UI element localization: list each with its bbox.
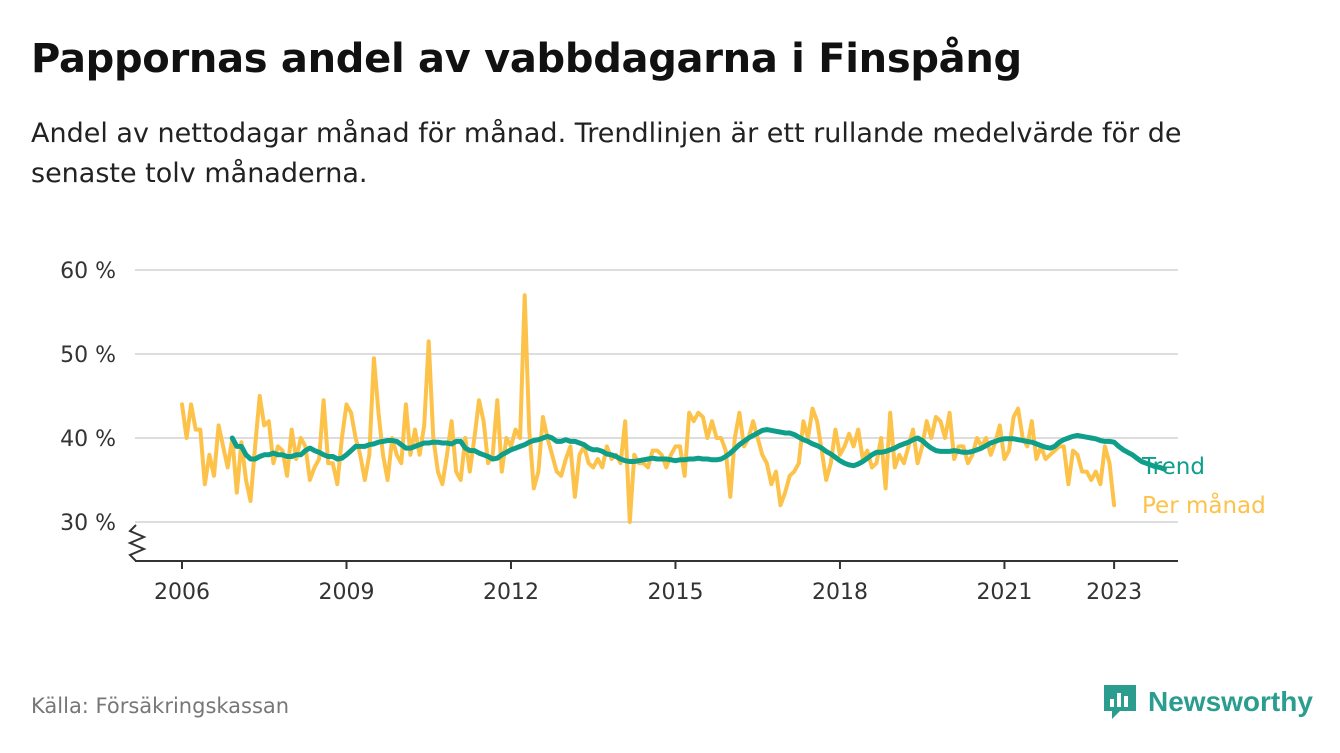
y-tick-label: 50 % — [60, 343, 116, 368]
x-tick-label: 2009 — [318, 580, 374, 605]
series-labels: Trend Per månad — [1141, 454, 1266, 519]
x-axis: 2006 2009 2012 2015 2018 2021 2023 — [127, 524, 1178, 605]
series-line-trend — [229, 427, 1167, 472]
brand-name: Newsworthy — [1148, 686, 1313, 717]
brand-logo: Newsworthy — [1102, 683, 1313, 721]
x-tick-label: 2006 — [154, 580, 210, 605]
y-tick-label: 60 % — [60, 259, 116, 284]
source-note: Källa: Försäkringskassan — [31, 694, 290, 718]
series-line-per_month — [180, 293, 1117, 524]
x-tick-label: 2023 — [1086, 580, 1142, 605]
chart-subtitle: Andel av nettodagar månad för månad. Tre… — [31, 118, 1182, 189]
x-tick-label: 2015 — [647, 580, 703, 605]
series-lines — [180, 293, 1167, 524]
chart-title: Pappornas andel av vabbdagarna i Finspån… — [31, 36, 1022, 82]
y-axis-ticks: 30 % 40 % 50 % 60 % — [60, 259, 116, 536]
y-tick-label: 40 % — [60, 427, 116, 452]
x-tick-label: 2012 — [483, 580, 539, 605]
bar-chart-speech-bubble-icon — [1104, 685, 1136, 719]
x-tick-label: 2021 — [976, 580, 1032, 605]
line-chart: 30 % 40 % 50 % 60 % 2006 2009 2012 2015 2018 202… — [60, 259, 1266, 605]
y-axis-break-icon — [127, 524, 147, 562]
x-tick-label: 2018 — [812, 580, 868, 605]
y-tick-label: 30 % — [60, 511, 116, 536]
series-label-per_month: Per månad — [1142, 491, 1266, 519]
series-label-trend: Trend — [1141, 454, 1205, 480]
gridlines — [135, 269, 1178, 523]
